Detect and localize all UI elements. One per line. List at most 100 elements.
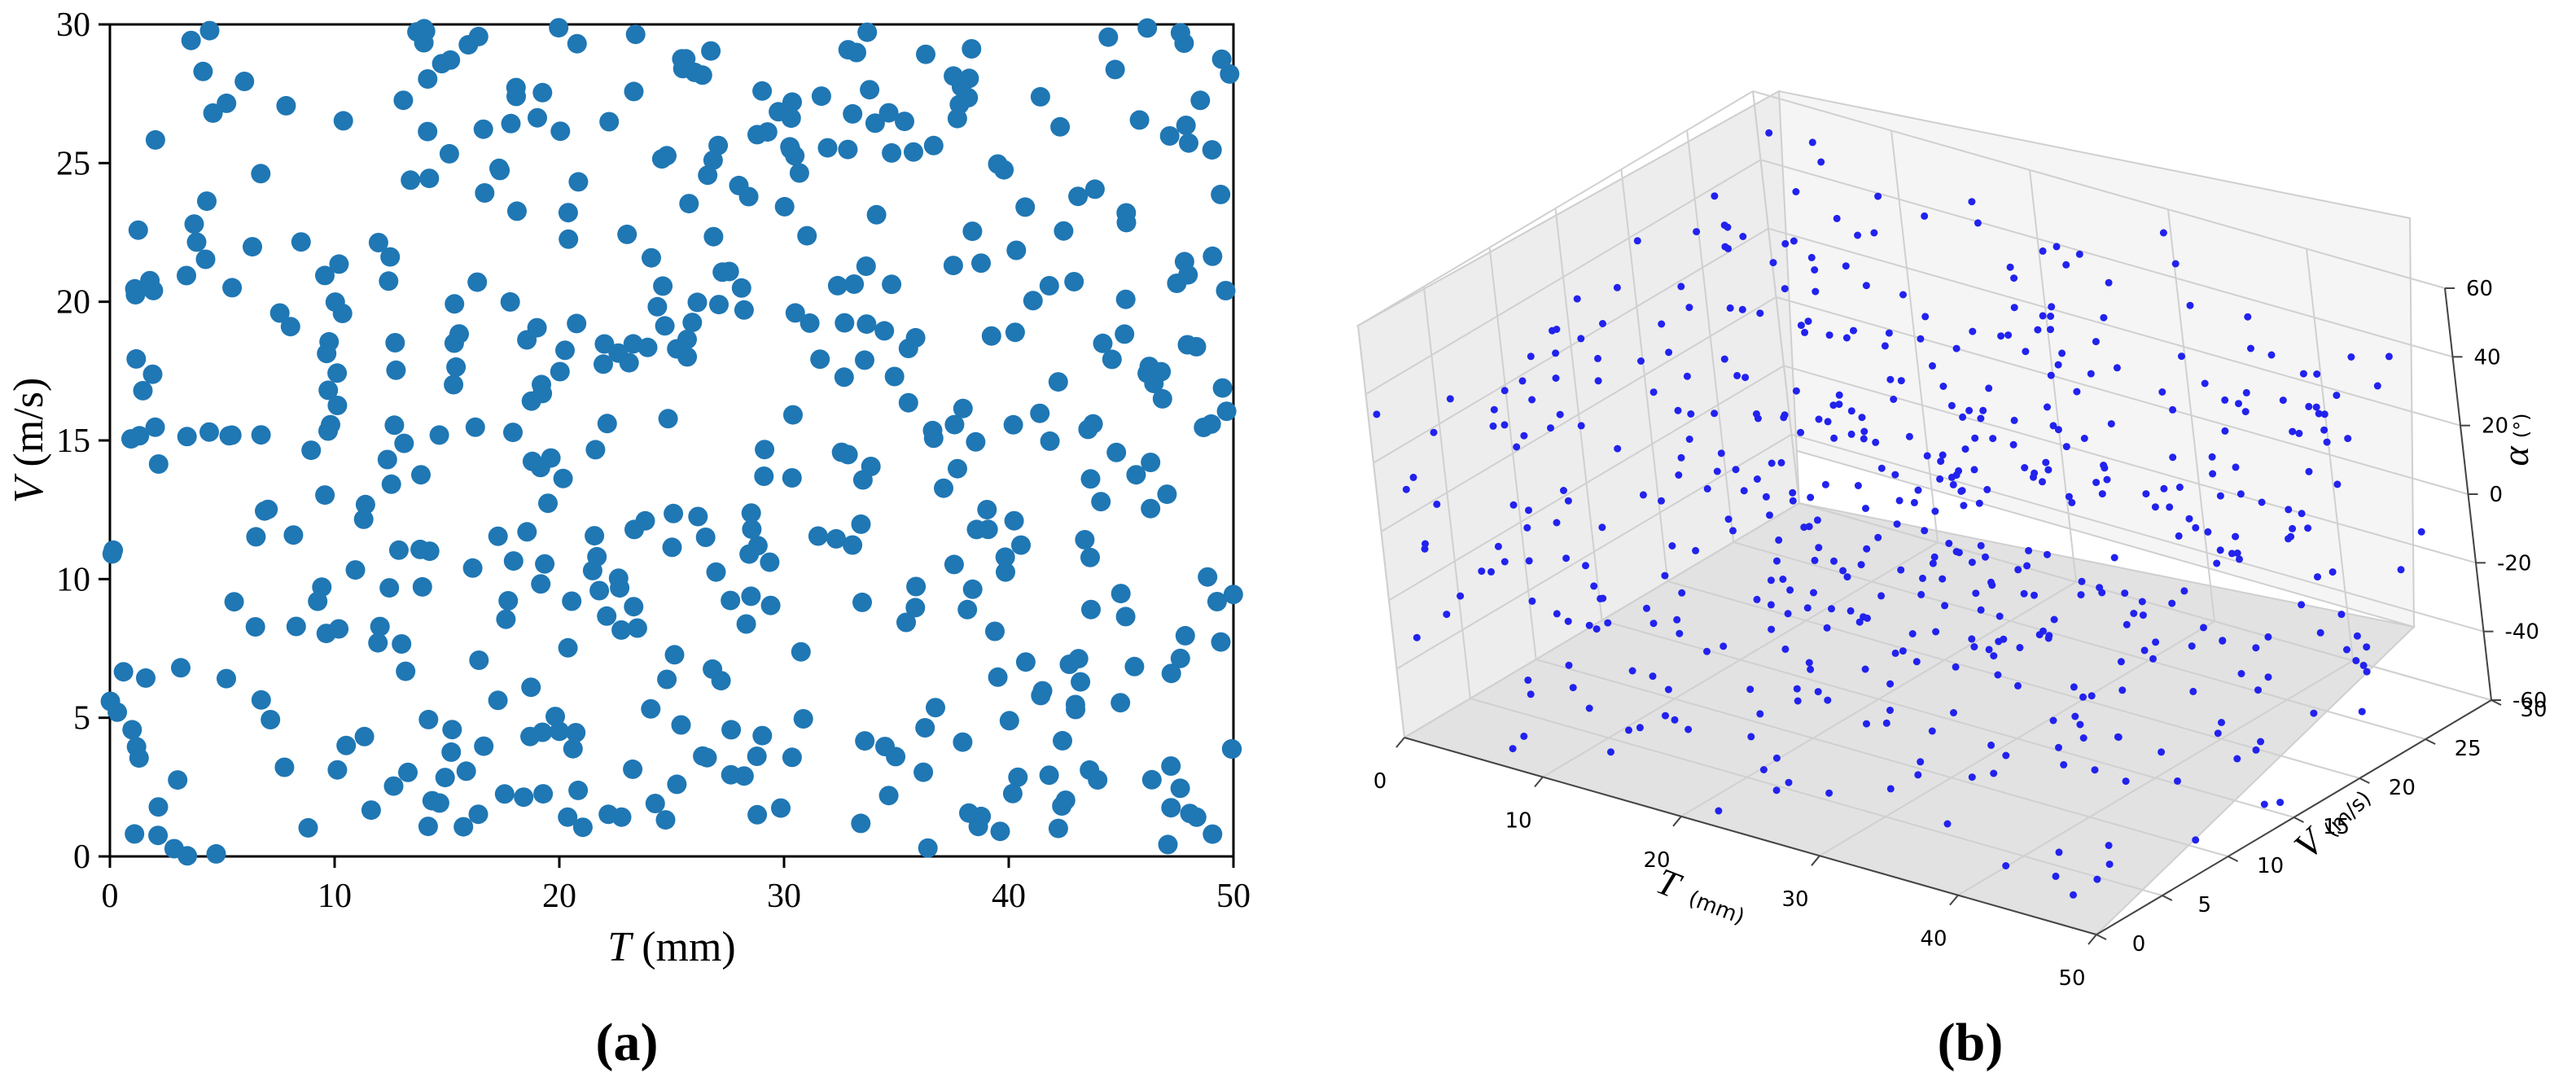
panel-a-data-point [741, 586, 761, 606]
panel-b-data-point [2060, 760, 2068, 769]
panel-a-data-point [624, 519, 644, 540]
panel-b-data-point [2139, 611, 2147, 620]
panel-a-data-point [315, 485, 335, 506]
panel-a-data-point [834, 367, 854, 388]
panel-b-data-point [2236, 490, 2245, 498]
panel-b-data-point [1720, 221, 1728, 230]
panel-b-data-point [1949, 480, 1957, 488]
panel-a-data-point [327, 396, 348, 415]
panel-b-data-point [2078, 577, 2086, 585]
panel-a-data-point [1039, 276, 1059, 296]
panel-b-data-point [1674, 406, 1682, 414]
panel-b-data-point [2021, 464, 2029, 471]
panel-a-data-point [412, 576, 432, 597]
panel-b-x-tick-label: 0 [1373, 769, 1387, 794]
panel-a-data-point [627, 618, 647, 638]
panel-b-data-point [1914, 486, 1922, 494]
panel-b-data-point [2044, 550, 2051, 558]
panel-a-data-point [329, 254, 349, 274]
panel-a-data-point [860, 80, 880, 100]
panel-a-data-point [875, 737, 895, 756]
panel-b-data-point [2175, 532, 2183, 540]
panel-b-data-point [1858, 414, 1866, 422]
panel-b-data-point [2123, 620, 2131, 628]
panel-b-data-point [2103, 475, 2111, 484]
panel-a-data-point [1211, 184, 1231, 204]
panel-b-data-point [1939, 575, 1947, 583]
panel-a-data-point [453, 817, 474, 837]
panel-a-data-point [1075, 530, 1095, 550]
panel-a-data-point [528, 107, 547, 128]
panel-a-data-point [708, 135, 729, 155]
panel-b-data-point [1421, 545, 1429, 553]
panel-b-data-point [2363, 643, 2371, 651]
panel-b-data-point [2055, 743, 2062, 751]
panel-b-data-point [1592, 625, 1601, 633]
panel-a-data-point [388, 540, 409, 560]
panel-b-data-point [1864, 614, 1871, 622]
panel-a-data-point [102, 544, 122, 564]
panel-b-data-point [1513, 443, 1521, 451]
panel-b-y-axis-label: V(m/s) [2286, 776, 2378, 867]
panel-a-data-point [918, 838, 938, 858]
panel-b-data-point [1862, 282, 1870, 290]
panel-b-data-point [2417, 528, 2425, 536]
panel-a-data-point [843, 535, 863, 555]
panel-a-data-point [747, 125, 767, 145]
panel-a-data-point [948, 458, 967, 479]
panel-b-data-point [2344, 435, 2352, 443]
panel-b-data-point [2347, 353, 2355, 361]
panel-a-data-point [1054, 221, 1074, 241]
panel-b-grid-line [1791, 433, 2484, 633]
panel-a-data-point [741, 503, 761, 523]
panel-b-data-point [1668, 542, 1676, 550]
panel-b-data-point [1975, 499, 1983, 507]
panel-b-grid-line [1388, 365, 1785, 602]
panel-b-data-point [1995, 637, 2003, 646]
panel-a-data-point [445, 294, 465, 314]
panel-a-data-point [418, 709, 439, 729]
panel-a-data-point [874, 321, 895, 341]
panel-a-data-point [1115, 324, 1135, 344]
panel-b-x-tick-label: 50 [2058, 966, 2085, 991]
panel-a-data-point [298, 817, 318, 838]
panel-a-data-point [488, 526, 508, 546]
panel-b-data-point [1833, 214, 1841, 222]
panel-b-data-point [1886, 707, 1894, 714]
panel-a-data-point [1111, 584, 1131, 604]
panel-b-data-point [1970, 643, 1978, 650]
panel-b-data-point [2310, 709, 2318, 717]
panel-a-data-point [703, 150, 723, 170]
panel-a-data-point [658, 409, 678, 429]
panel-b-y-tick-label: 30 [2520, 698, 2547, 722]
panel-a-data-point [1081, 599, 1101, 620]
panel-a-data-point [251, 164, 271, 184]
panel-b-data-point [1897, 566, 1905, 574]
panel-b-data-point [1941, 602, 1949, 610]
panel-b-data-point [2098, 490, 2106, 498]
panel-a-data-point [1124, 656, 1145, 677]
panel-b-data-point [2114, 733, 2123, 741]
panel-b-data-point [1792, 188, 1800, 195]
panel-a-data-point [843, 103, 863, 124]
panel-b-data-point [2048, 303, 2056, 311]
panel-b-data-point [2054, 426, 2062, 434]
panel-b-x-tick-mark [1949, 894, 1959, 906]
panel-b-data-point [1777, 458, 1785, 466]
panel-b-data-point [1500, 387, 1509, 395]
panel-b-data-point [2343, 646, 2350, 654]
panel-a-data-point [856, 256, 876, 276]
panel-a-data-point [224, 592, 244, 612]
panel-b-data-point [2054, 361, 2062, 369]
panel-b-grid-line [1667, 580, 2360, 779]
panel-b-data-point [2316, 628, 2324, 637]
panel-a-data-point [368, 633, 388, 653]
panel-b-data-point [2088, 692, 2096, 700]
panel-b-x-tick-label: 30 [1781, 887, 1808, 912]
panel-b-data-point [2050, 615, 2058, 624]
panel-b-data-point [2320, 426, 2328, 434]
panel-b-data-point [1685, 304, 1693, 312]
panel-a-data-point [742, 519, 762, 540]
panel-b-data-point [2122, 777, 2130, 786]
panel-a-data-point [418, 817, 438, 837]
